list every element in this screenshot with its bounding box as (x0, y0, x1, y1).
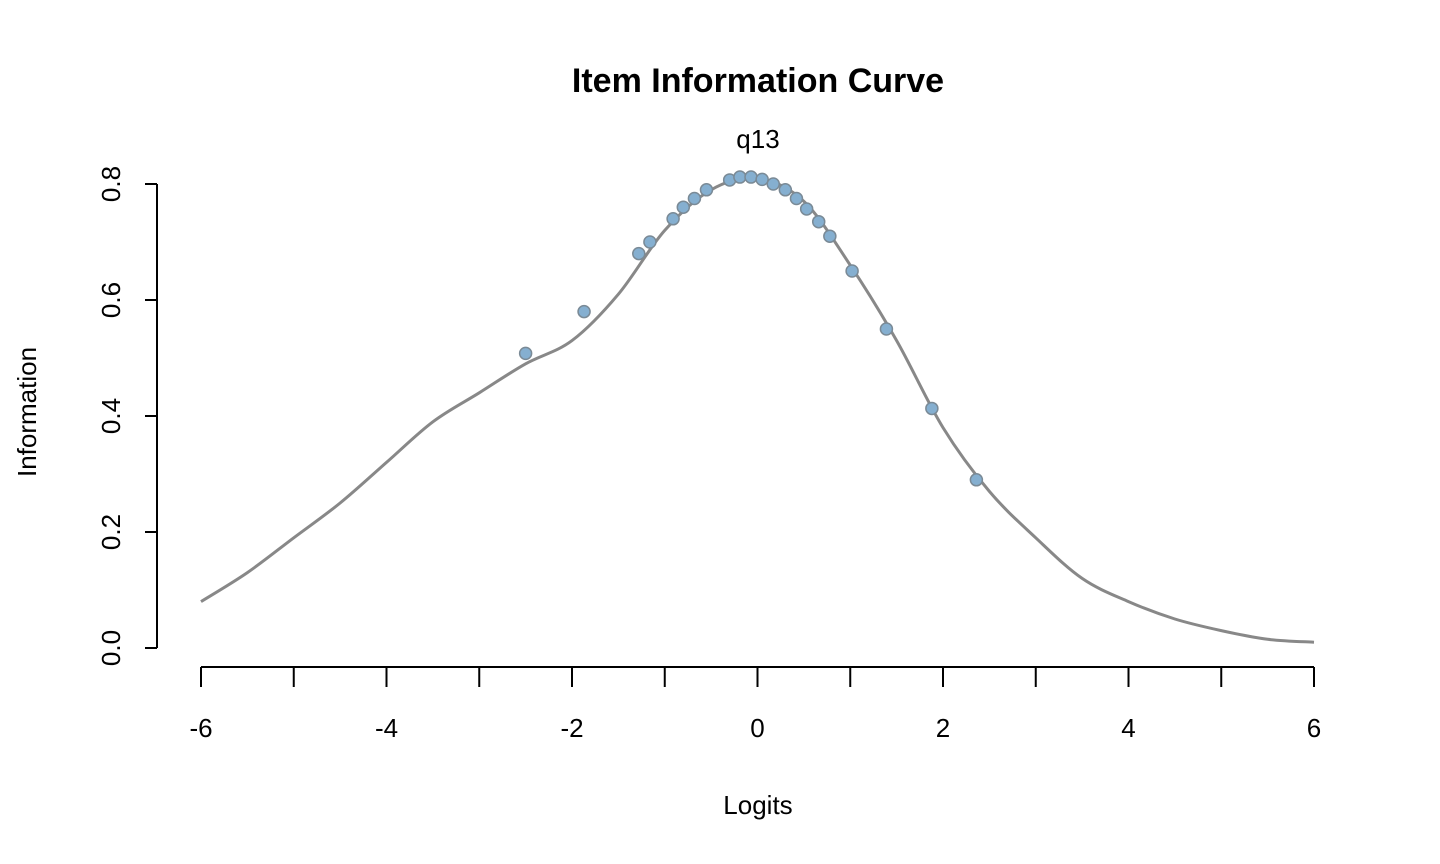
y-tick-label: 0.4 (96, 398, 126, 434)
y-tick-label: 0.0 (96, 630, 126, 666)
data-point (845, 264, 859, 278)
y-tick-label: 0.6 (96, 282, 126, 318)
x-axis-title: Logits (723, 790, 792, 820)
data-point (789, 191, 804, 206)
data-point (925, 401, 939, 416)
x-tick-label: -2 (560, 713, 583, 743)
x-tick-label: 6 (1307, 713, 1321, 743)
x-tick-label: 4 (1121, 713, 1135, 743)
chart-title: Item Information Curve (572, 62, 944, 100)
data-point (778, 183, 793, 197)
x-tick-label: 0 (750, 713, 764, 743)
plot-area (200, 170, 1315, 644)
data-point (699, 183, 714, 197)
x-tick-label: -4 (375, 713, 398, 743)
information-curve (200, 176, 1315, 644)
data-point (666, 212, 680, 226)
x-tick-label: -6 (189, 713, 212, 743)
x-axis: -6 -4 -2 0 2 4 6 (189, 666, 1321, 743)
data-point (799, 202, 814, 216)
data-point (643, 235, 657, 249)
data-point (577, 304, 591, 319)
data-point (879, 322, 894, 336)
data-point (755, 172, 769, 187)
x-tick-label: 2 (936, 713, 950, 743)
data-point (632, 246, 646, 261)
data-point (969, 473, 984, 487)
data-point (744, 170, 758, 184)
data-point (733, 170, 747, 184)
chart-subtitle: q13 (736, 124, 779, 154)
y-tick-label: 0.2 (96, 514, 126, 550)
y-axis: 0.0 0.2 0.4 0.6 0.8 (96, 166, 158, 666)
data-point (766, 177, 781, 191)
data-point (518, 346, 533, 361)
data-point (687, 191, 702, 206)
data-point (811, 214, 826, 229)
y-axis-title: Information (12, 347, 42, 477)
data-point (676, 200, 691, 214)
y-tick-label: 0.8 (96, 166, 126, 202)
data-point (823, 229, 837, 243)
